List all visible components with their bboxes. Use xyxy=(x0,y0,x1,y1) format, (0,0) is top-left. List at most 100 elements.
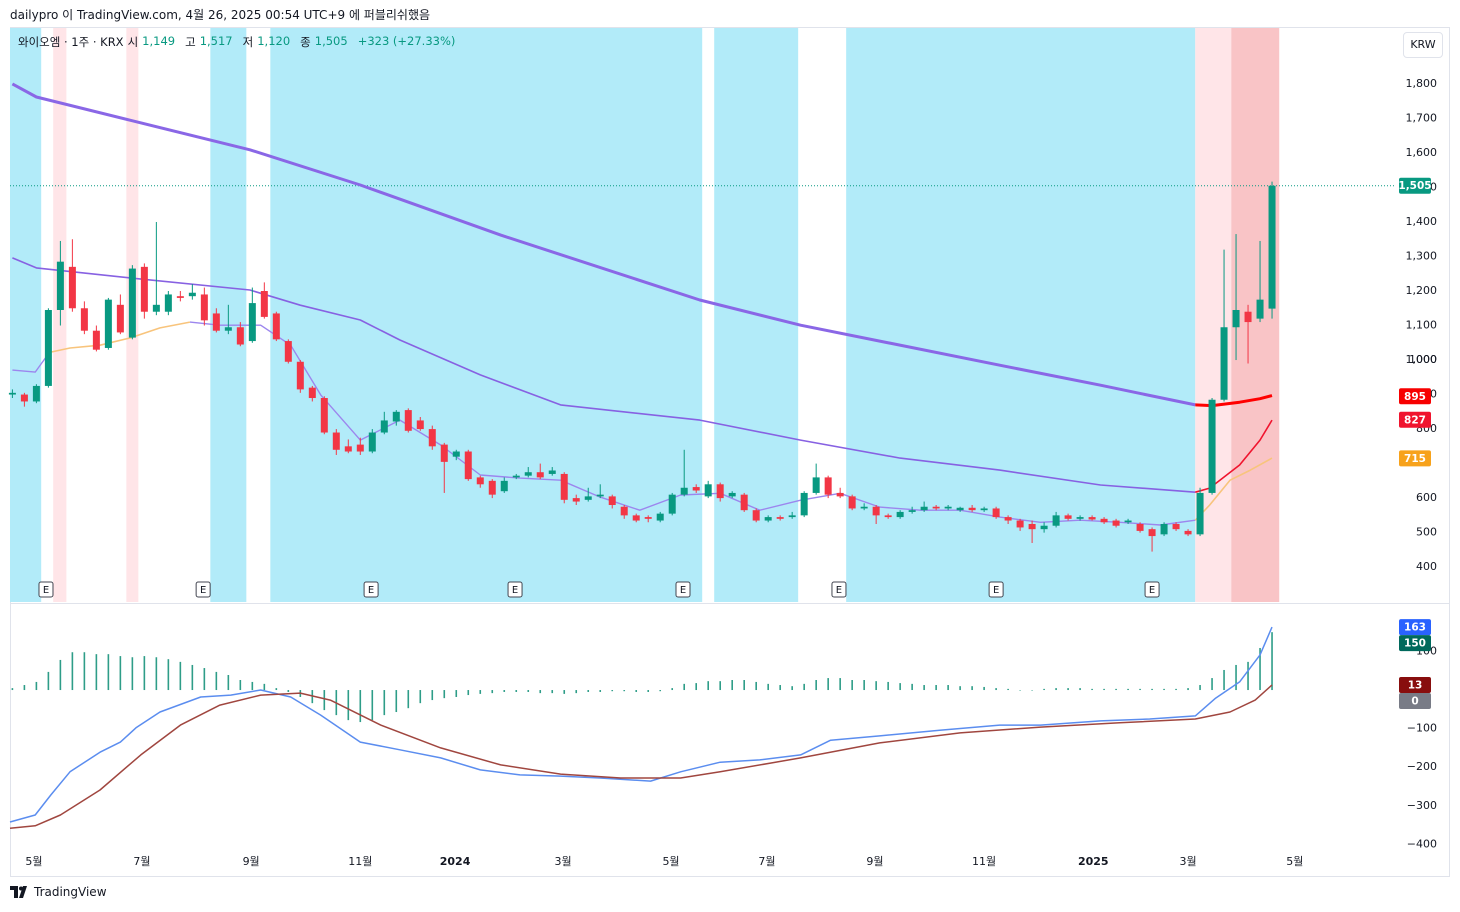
candle-body xyxy=(872,506,880,516)
earnings-label: E xyxy=(680,585,686,596)
y-tick-label: 1,300 xyxy=(1406,249,1438,262)
histogram-bar xyxy=(839,678,841,691)
x-tick-label: 5월 xyxy=(662,855,679,868)
histogram-bar xyxy=(659,690,662,692)
y-tick-label: 1,100 xyxy=(1406,319,1438,332)
histogram-bar xyxy=(947,685,949,691)
histogram-bar xyxy=(1007,688,1009,691)
candle-body xyxy=(308,387,316,399)
candle-body xyxy=(932,506,940,509)
histogram-bar xyxy=(419,690,422,704)
earnings-marker xyxy=(988,581,1004,598)
candle-body xyxy=(80,308,88,331)
indicator-line xyxy=(9,626,1273,823)
candle-body xyxy=(248,303,256,342)
price-badge-label: 13 xyxy=(1408,680,1423,692)
histogram-bar xyxy=(1115,688,1117,691)
candle-body xyxy=(1100,518,1108,523)
histogram-bar xyxy=(83,652,86,691)
y-tick-label: 1,800 xyxy=(1406,77,1438,90)
histogram-bar xyxy=(815,680,817,691)
candle-body xyxy=(608,496,616,506)
candle-body xyxy=(260,291,268,317)
indicator-line xyxy=(1195,394,1273,408)
histogram-bar xyxy=(287,690,290,692)
candle-body xyxy=(884,515,892,518)
candle-body xyxy=(656,513,664,521)
earnings-label: E xyxy=(1149,585,1155,596)
candle-body xyxy=(908,510,916,512)
candle-body xyxy=(368,432,376,452)
histogram-bar xyxy=(935,685,937,691)
candle-body xyxy=(860,506,868,509)
histogram-bar xyxy=(71,652,74,691)
histogram-bar xyxy=(1199,685,1201,691)
ohlc-value: 1,517 xyxy=(199,34,233,48)
histogram-bar xyxy=(1271,632,1273,691)
candle-body xyxy=(692,487,700,491)
candle-body xyxy=(512,475,520,478)
candle-body xyxy=(200,294,208,321)
histogram-bar xyxy=(1043,688,1045,691)
histogram-bar xyxy=(479,690,482,694)
y-tick-label: 1,400 xyxy=(1406,215,1438,228)
histogram-bar xyxy=(251,681,254,691)
candle-body xyxy=(1160,523,1168,535)
x-tick-label: 5월 xyxy=(25,855,42,868)
state-band xyxy=(53,28,67,602)
histogram-bar xyxy=(515,690,518,692)
ohlc-key: 고 xyxy=(185,35,196,49)
state-band xyxy=(846,28,1196,602)
candle-body xyxy=(1232,309,1240,328)
histogram-bar xyxy=(455,690,458,697)
candle-body xyxy=(476,477,484,485)
candle-body xyxy=(1124,520,1132,523)
histogram-bar xyxy=(911,683,913,691)
candle-body xyxy=(776,517,784,519)
histogram-bar xyxy=(863,680,865,691)
candle-body xyxy=(296,361,304,390)
candle-body xyxy=(56,261,64,310)
y-tick-label: −200 xyxy=(1407,760,1437,773)
histogram-bar xyxy=(527,690,530,692)
y-tick-label: 1,600 xyxy=(1406,146,1438,159)
histogram-bar xyxy=(359,690,362,723)
candle-body xyxy=(644,517,652,519)
histogram-bar xyxy=(623,690,626,692)
candle-body xyxy=(272,313,280,340)
footer: TradingView xyxy=(10,885,107,899)
candle-body xyxy=(896,511,904,518)
candle-body xyxy=(212,313,220,331)
price-pane: EEEEEEEE40050060080090010001,0001,1001,2… xyxy=(8,28,1438,602)
candle-body xyxy=(464,451,472,480)
histogram-bar xyxy=(1103,688,1105,691)
y-tick-label: 500 xyxy=(1416,526,1437,539)
histogram-bar xyxy=(551,690,554,694)
histogram-bar xyxy=(395,690,398,713)
x-tick-label: 9월 xyxy=(243,855,260,868)
candle-body xyxy=(536,472,544,478)
histogram-bar xyxy=(707,681,709,691)
candle-body xyxy=(1268,185,1276,309)
candle-body xyxy=(164,294,172,312)
price-badge xyxy=(1399,677,1431,694)
histogram-bar xyxy=(491,690,494,694)
histogram-bar xyxy=(167,659,170,691)
histogram-bar xyxy=(59,659,62,691)
histogram-bar xyxy=(959,686,961,691)
histogram-bar xyxy=(695,683,698,691)
indicator-line xyxy=(1195,419,1273,493)
histogram-bar xyxy=(107,654,110,691)
histogram-bar xyxy=(767,683,769,691)
candle-body xyxy=(1256,299,1264,319)
candle-body xyxy=(560,473,568,500)
candle-body xyxy=(128,268,136,338)
earnings-label: E xyxy=(43,585,49,596)
candle-body xyxy=(428,429,436,447)
histogram-bar xyxy=(1079,688,1081,691)
currency-button[interactable]: KRW xyxy=(1403,32,1443,58)
earnings-marker xyxy=(38,581,54,598)
earnings-marker xyxy=(675,581,691,598)
candle-body xyxy=(68,266,76,309)
histogram-bar xyxy=(35,681,38,691)
